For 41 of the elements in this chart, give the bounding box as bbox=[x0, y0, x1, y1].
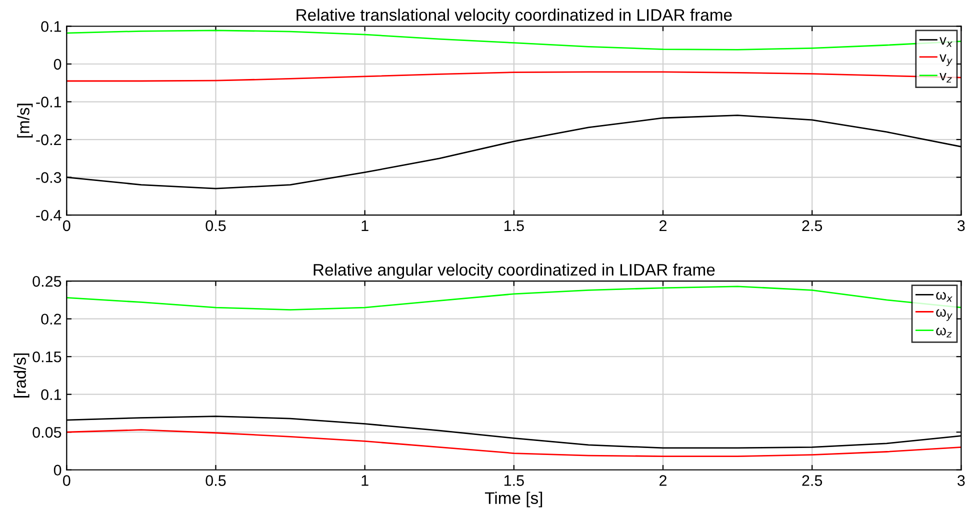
y-tick-label: 0.1 bbox=[41, 21, 62, 32]
x-tick-label: 1 bbox=[362, 475, 368, 486]
chart-title: Relative angular velocity coordinatized in LIDAR frame bbox=[314, 263, 715, 279]
y-tick-label: 0.05 bbox=[32, 426, 62, 438]
y-tick-label: 0.25 bbox=[32, 276, 62, 287]
legend-label: ω$_{z}$ bbox=[936, 328, 952, 338]
line-series bbox=[66, 286, 962, 310]
x-tick-label: 2 bbox=[660, 475, 666, 486]
x-tick-label: 0.5 bbox=[206, 220, 226, 232]
x-tick-label: 0 bbox=[63, 220, 70, 232]
legend-label: v$_{x}$ bbox=[940, 37, 952, 47]
x-tick-label: 1.5 bbox=[504, 475, 524, 486]
y-tick-label: -0.3 bbox=[36, 172, 62, 183]
y-tick-label: -0.2 bbox=[36, 134, 62, 146]
chart-title: Relative translational velocity coordinatized in LIDAR frame bbox=[296, 8, 732, 24]
x-tick-label: 2.5 bbox=[802, 475, 822, 486]
line-series bbox=[66, 429, 962, 457]
legend-label: ω$_{y}$ bbox=[936, 309, 952, 321]
x-tick-label: 3 bbox=[958, 220, 965, 232]
x-tick-label: 2 bbox=[660, 220, 666, 231]
y-tick-label: -0.4 bbox=[36, 210, 62, 221]
y-tick-label: -0.1 bbox=[36, 96, 62, 108]
x-tick-label: 0.5 bbox=[206, 475, 226, 486]
x-tick-label: 1.5 bbox=[504, 220, 524, 232]
x-tick-label: 3 bbox=[958, 475, 965, 486]
legend-label: ω$_{x}$ bbox=[936, 292, 952, 302]
y-tick-label: 0.15 bbox=[32, 351, 62, 362]
x-axis-title: Time [s] bbox=[484, 492, 542, 508]
line-series bbox=[66, 71, 962, 82]
x-tick-label: 1 bbox=[362, 220, 368, 231]
legend-label: v$_{z}$ bbox=[940, 72, 952, 83]
y-tick-label: 0.2 bbox=[41, 314, 62, 325]
x-tick-label: 0 bbox=[63, 475, 70, 486]
y-tick-label: 0 bbox=[54, 464, 62, 476]
y-axis-title: [m/s] bbox=[17, 104, 33, 138]
y-tick-label: 0.1 bbox=[41, 389, 62, 400]
line-series bbox=[66, 30, 962, 50]
y-tick-label: 0 bbox=[54, 58, 62, 70]
x-tick-label: 2.5 bbox=[802, 220, 822, 232]
y-axis-title: [rad/s] bbox=[14, 354, 30, 398]
legend-label: v$_{y}$ bbox=[940, 54, 952, 66]
